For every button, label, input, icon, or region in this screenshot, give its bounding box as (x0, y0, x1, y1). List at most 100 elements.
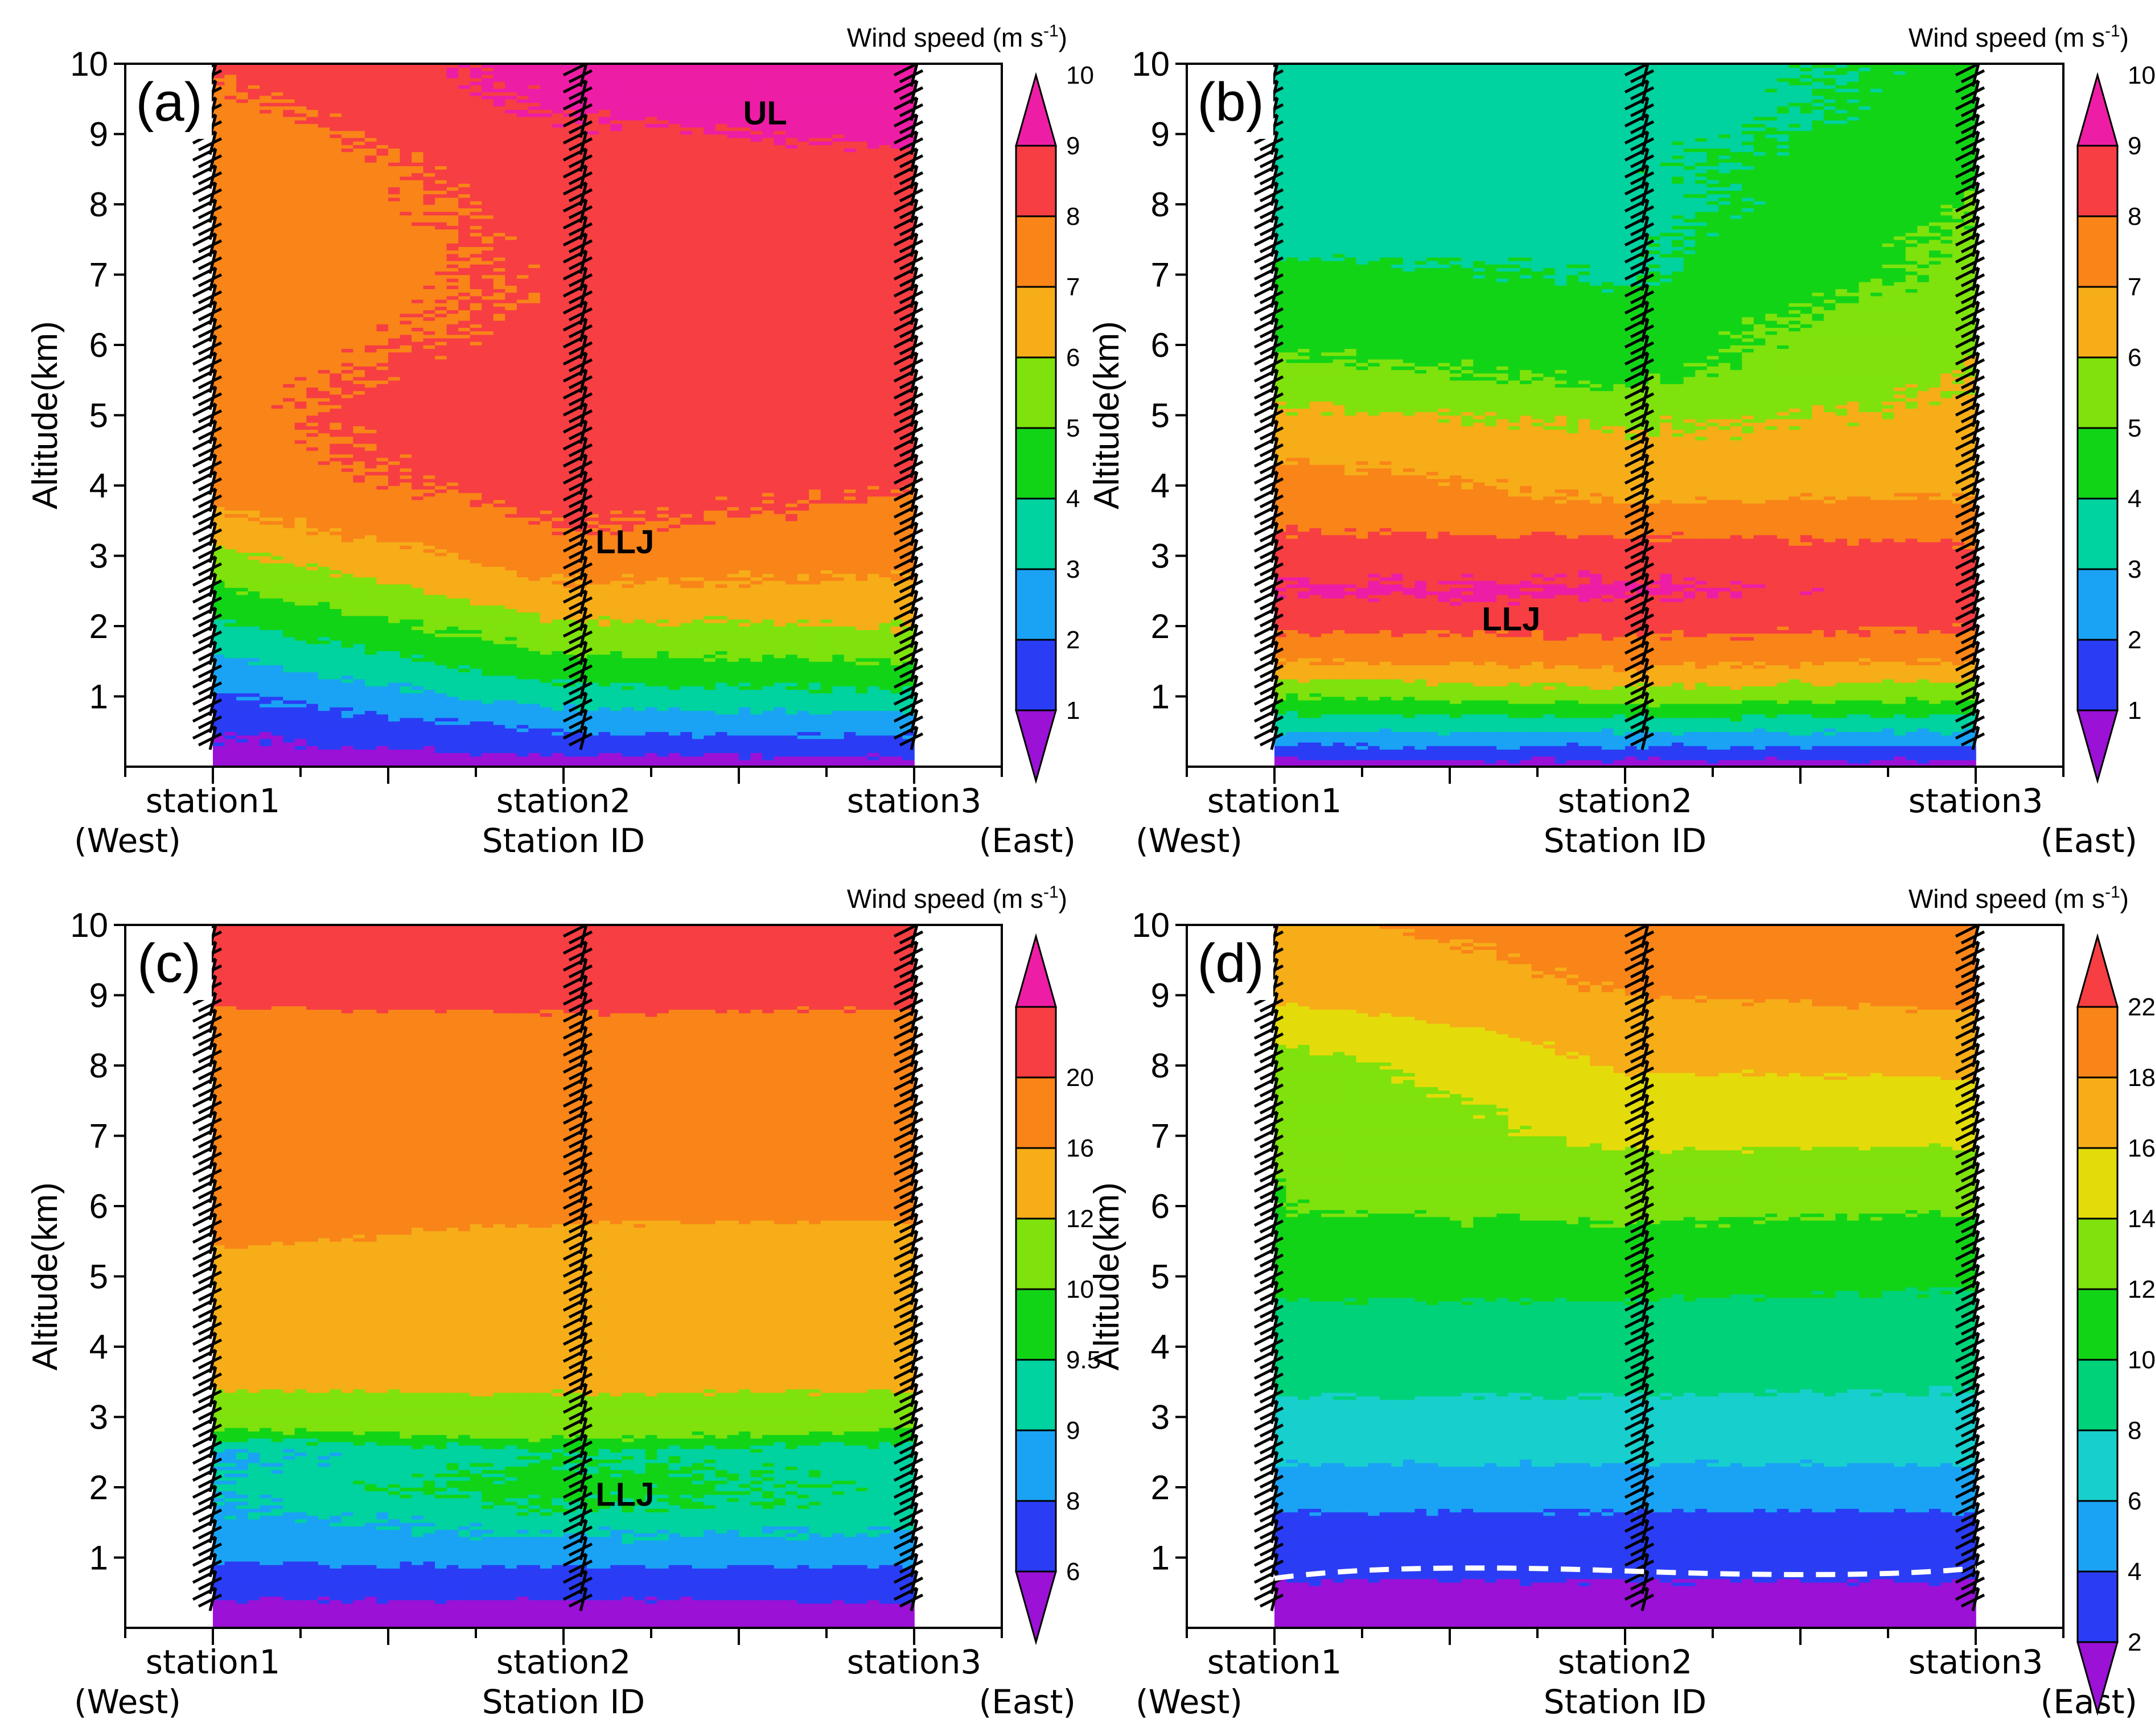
field-cell (236, 243, 248, 247)
field-cell (388, 113, 400, 117)
field-cell (458, 187, 470, 191)
field-cell (342, 264, 353, 268)
field-cell (248, 440, 260, 444)
field-cell (470, 102, 482, 106)
field-cell (260, 749, 272, 753)
field-cell (306, 183, 318, 187)
field-cell (423, 384, 435, 388)
field-cell (482, 359, 493, 363)
field-cell (482, 148, 493, 152)
field-cell (330, 658, 342, 662)
field-cell (412, 88, 423, 92)
field-cell (423, 229, 435, 233)
field-cell (493, 577, 505, 581)
field-cell (493, 159, 505, 163)
field-cell (260, 752, 272, 756)
field-cell (365, 335, 377, 339)
field-cell (400, 608, 412, 612)
field-cell (458, 651, 470, 655)
field-cell (447, 725, 459, 729)
field-cell (330, 725, 342, 729)
field-cell (423, 581, 435, 585)
field-cell (493, 535, 505, 539)
field-cell (447, 513, 459, 517)
field-cell (342, 348, 353, 352)
field-cell (272, 390, 283, 394)
field-cell (272, 106, 283, 110)
field-cell (412, 211, 423, 215)
field-cell (493, 225, 505, 229)
field-cell (482, 401, 493, 405)
field-cell (423, 387, 435, 391)
field-cell (318, 587, 330, 591)
field-cell (306, 647, 318, 651)
field-cell (353, 155, 365, 159)
field-cell (283, 67, 295, 71)
field-cell (295, 725, 307, 729)
field-cell (435, 254, 447, 258)
field-cell (365, 117, 377, 121)
field-cell (447, 672, 459, 676)
field-cell (342, 187, 353, 191)
field-cell (330, 352, 342, 356)
field-cell (388, 679, 400, 683)
field-cell (225, 85, 237, 89)
field-cell (458, 369, 470, 373)
field-cell (493, 172, 505, 176)
field-cell (318, 159, 330, 163)
field-cell (225, 513, 237, 517)
field-cell (447, 704, 459, 707)
field-cell (388, 183, 400, 187)
field-cell (435, 552, 447, 556)
field-cell (412, 106, 423, 110)
field-cell (236, 219, 248, 223)
field-cell (365, 384, 377, 388)
field-cell (236, 113, 248, 117)
field-cell (447, 731, 459, 735)
field-cell (225, 538, 237, 542)
field-cell (342, 75, 353, 79)
field-cell (447, 130, 459, 134)
field-cell (330, 106, 342, 110)
field-cell (353, 120, 365, 124)
field-cell (447, 352, 459, 356)
field-cell (458, 587, 470, 591)
field-cell (248, 222, 260, 226)
field-cell (482, 637, 493, 641)
field-cell (482, 99, 493, 103)
field-cell (493, 760, 505, 764)
field-cell (400, 310, 412, 314)
field-cell (318, 570, 330, 574)
field-cell (353, 71, 365, 75)
field-cell (283, 419, 295, 423)
field-cell (400, 162, 412, 166)
field-cell (493, 405, 505, 409)
field-cell (435, 183, 447, 187)
field-cell (447, 285, 459, 289)
field-cell (412, 204, 423, 208)
field-cell (482, 739, 493, 743)
field-cell (318, 292, 330, 296)
field-cell (412, 356, 423, 360)
field-cell (306, 219, 318, 223)
field-cell (423, 707, 435, 711)
field-cell (493, 479, 505, 483)
field-cell (225, 159, 237, 163)
field-cell (493, 198, 505, 201)
field-cell (248, 665, 260, 669)
field-cell (236, 742, 248, 746)
field-cell (458, 581, 470, 585)
field-cell (493, 623, 505, 627)
field-cell (365, 679, 377, 683)
field-cell (482, 183, 493, 187)
field-cell (225, 176, 237, 180)
field-cell (272, 507, 283, 511)
field-cell (330, 500, 342, 504)
field-cell (353, 426, 365, 430)
field-cell (412, 338, 423, 342)
field-cell (330, 633, 342, 637)
field-cell (283, 437, 295, 441)
field-cell (330, 282, 342, 286)
field-cell (260, 560, 272, 563)
field-cell (260, 99, 272, 103)
